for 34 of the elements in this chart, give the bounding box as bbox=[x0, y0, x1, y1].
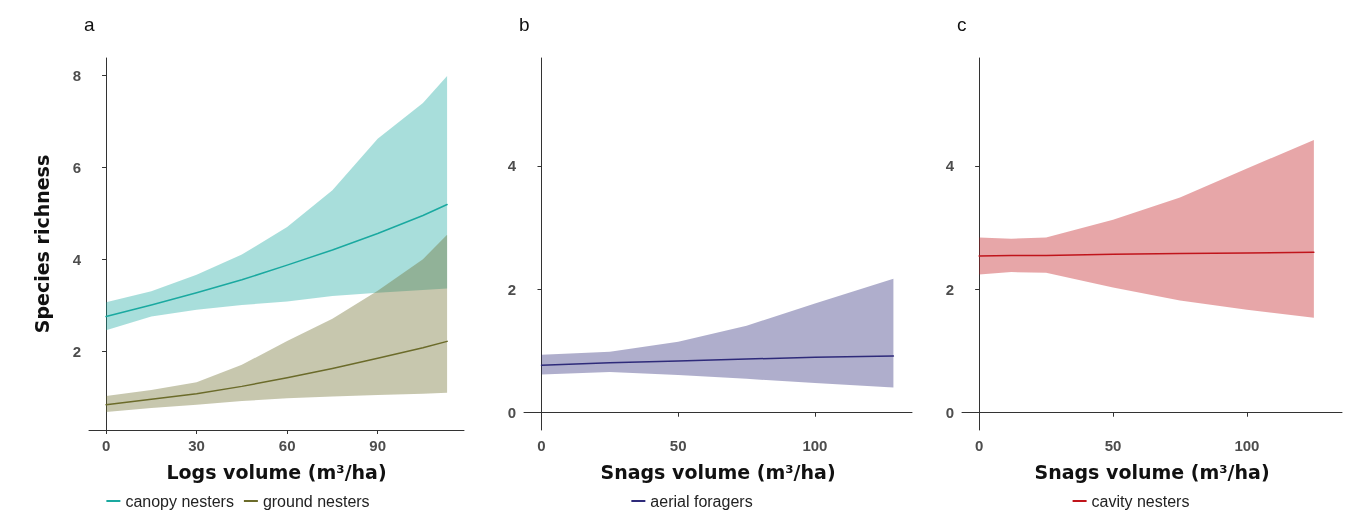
y-tick-label: 2 bbox=[72, 342, 81, 360]
line-series bbox=[540, 355, 895, 366]
y-tick-label: 2 bbox=[507, 280, 516, 298]
legend-label: aerial foragers bbox=[650, 492, 753, 510]
chart-title: c bbox=[957, 14, 967, 35]
y-tick-label: 0 bbox=[945, 404, 954, 422]
x-tick-label: 50 bbox=[669, 437, 687, 454]
y-axis-title: Species richness bbox=[30, 154, 53, 334]
x-tick-label: 0 bbox=[974, 437, 984, 454]
line-series bbox=[105, 203, 448, 318]
y-tick-label: 4 bbox=[945, 157, 955, 175]
legend-label: ground nesters bbox=[262, 492, 370, 510]
y-tick-label: 0 bbox=[507, 404, 516, 422]
y-tick-label: 8 bbox=[72, 66, 81, 84]
x-tick-label: 30 bbox=[188, 437, 205, 454]
x-tick-label: 100 bbox=[1234, 437, 1260, 454]
x-tick-label: 60 bbox=[278, 437, 296, 454]
y-tick-label: 4 bbox=[507, 157, 517, 175]
y-tick-label: 6 bbox=[72, 158, 81, 176]
line-series bbox=[105, 340, 448, 406]
x-tick-label: 50 bbox=[1104, 437, 1122, 454]
x-tick-label: 100 bbox=[802, 437, 828, 454]
legend-label: cavity nesters bbox=[1091, 492, 1190, 510]
y-tick-label: 4 bbox=[72, 250, 82, 268]
x-axis-title: Snags volume (m³/ha) bbox=[600, 460, 836, 483]
y-tick-label: 2 bbox=[945, 280, 954, 298]
chart-title: b bbox=[519, 14, 530, 35]
x-tick-label: 90 bbox=[369, 437, 387, 454]
chart-title: a bbox=[84, 14, 95, 35]
legend-label: canopy nesters bbox=[125, 492, 234, 510]
x-tick-label: 0 bbox=[537, 437, 546, 454]
x-axis-title: Snags volume (m³/ha) bbox=[1034, 460, 1270, 483]
x-axis-title: Logs volume (m³/ha) bbox=[166, 460, 387, 483]
x-tick-label: 0 bbox=[101, 437, 111, 454]
